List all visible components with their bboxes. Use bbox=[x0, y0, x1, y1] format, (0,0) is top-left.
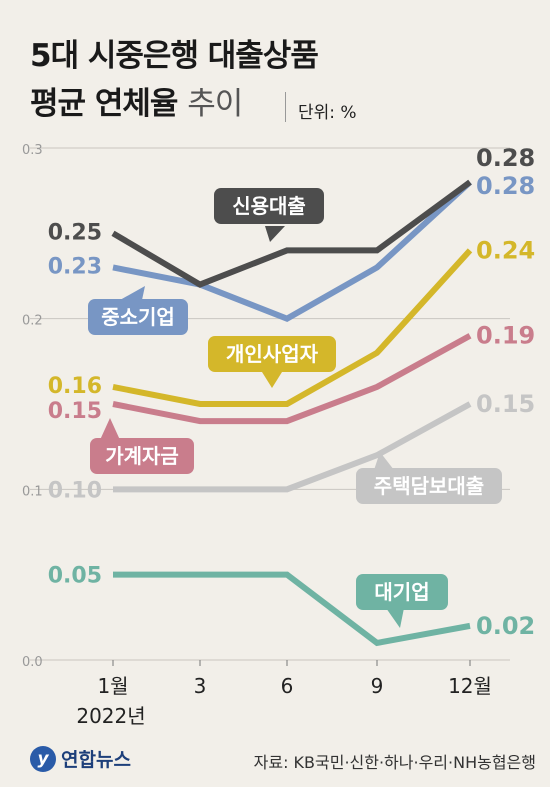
x-tick-label: 3 bbox=[194, 674, 207, 698]
x-tick-label: 9 bbox=[371, 674, 384, 698]
source-text: 자료: KB국민·신한·하나·우리·NH농협은행 bbox=[253, 753, 536, 772]
series-line bbox=[111, 179, 472, 288]
legend-label: 중소기업 bbox=[101, 305, 175, 329]
end-value-label: 0.02 bbox=[476, 612, 535, 640]
x-tick-label: 12월 bbox=[448, 674, 492, 698]
legend-callout-pointer bbox=[120, 286, 145, 300]
chart-title-light: 추이 bbox=[187, 86, 243, 122]
end-value-label: 0.19 bbox=[476, 322, 535, 350]
start-value-label: 0.05 bbox=[48, 564, 102, 589]
start-value-label: 0.23 bbox=[48, 254, 102, 279]
legend-label: 가계자금 bbox=[105, 444, 179, 468]
legend-callout-box bbox=[214, 188, 324, 224]
y-tick-label: 0.1 bbox=[22, 484, 43, 499]
title-divider bbox=[285, 92, 286, 122]
yonhap-logo-icon: y bbox=[30, 745, 56, 772]
legend-callout-pointer bbox=[100, 418, 120, 440]
series-line bbox=[112, 248, 473, 407]
legend-callout-box bbox=[356, 468, 502, 504]
legend-callout-pointer bbox=[374, 452, 394, 470]
legend-callout-box bbox=[356, 574, 448, 610]
end-value-label: 0.15 bbox=[476, 390, 535, 418]
legend-label: 주택담보대출 bbox=[374, 474, 484, 498]
legend-callout-box bbox=[208, 336, 336, 372]
chart-title-line1: 5대 시중은행 대출상품 bbox=[30, 38, 319, 74]
end-value-label: 0.28 bbox=[476, 144, 535, 172]
chart-title-line2: 평균 연체율 추이 bbox=[30, 78, 243, 123]
series-line bbox=[112, 333, 472, 425]
legend-callout-pointer bbox=[265, 226, 285, 242]
legend-label: 개인사업자 bbox=[226, 342, 319, 366]
y-tick-label: 0.3 bbox=[22, 143, 43, 158]
legend-label: 대기업 bbox=[374, 580, 429, 604]
end-value-label: 0.24 bbox=[476, 236, 535, 264]
x-tick-label: 6 bbox=[281, 674, 294, 698]
series-line bbox=[112, 179, 473, 322]
series-line bbox=[113, 571, 471, 647]
x-sublabel: 2022년 bbox=[76, 704, 145, 728]
start-value-label: 0.25 bbox=[48, 220, 102, 245]
series-line bbox=[113, 401, 472, 493]
y-tick-label: 0.0 bbox=[22, 655, 43, 670]
start-value-label: 0.16 bbox=[48, 374, 102, 399]
legend-label: 신용대출 bbox=[232, 194, 306, 218]
footer-logo: y 연합뉴스 bbox=[30, 745, 131, 772]
legend-callout-box bbox=[88, 299, 188, 335]
legend-callout-pointer bbox=[262, 372, 282, 388]
logo-text: 연합뉴스 bbox=[61, 749, 131, 771]
start-value-label: 0.15 bbox=[48, 399, 102, 424]
start-value-label: 0.10 bbox=[48, 478, 102, 503]
chart-title-bold: 평균 연체율 bbox=[30, 86, 178, 122]
y-tick-label: 0.2 bbox=[22, 314, 43, 329]
legend-callout-pointer bbox=[386, 608, 404, 628]
legend-callout-box bbox=[90, 438, 194, 474]
x-tick-label: 1월 bbox=[97, 674, 128, 698]
unit-label: 단위: % bbox=[298, 103, 357, 123]
end-value-label: 0.28 bbox=[476, 172, 535, 200]
